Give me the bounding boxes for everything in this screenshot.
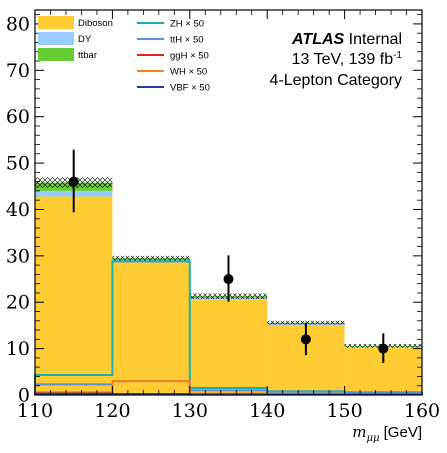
x-tick-label-2: 130 xyxy=(172,400,208,422)
plot-area xyxy=(34,149,423,396)
x-axis-label: mμμ [GeV] xyxy=(352,423,422,444)
axes: 110 120 130 140 150 160 0 10 20 30 40 50 60 70 80 mμμ [… xyxy=(6,9,440,444)
data-point-0 xyxy=(68,176,79,187)
x-tick-label-3: 140 xyxy=(249,400,285,422)
legend-label-zh: ZH × 50 xyxy=(170,19,204,30)
legend-label-ggh: ggH × 50 xyxy=(170,51,209,62)
data-point-3 xyxy=(378,343,389,354)
y-tick-label-8: 80 xyxy=(6,13,30,35)
x-tick-label-5: 160 xyxy=(404,400,440,422)
energy-lumi-label: 13 TeV, 139 fb-1 xyxy=(292,50,403,68)
x-tick-label-0: 110 xyxy=(17,400,53,422)
uncertainty-band-1 xyxy=(112,255,190,261)
y-tick-label-3: 30 xyxy=(6,245,30,267)
stack-bar-diboson-1 xyxy=(112,262,190,395)
plot-frame xyxy=(34,9,423,396)
x-tick-label-4: 150 xyxy=(326,400,362,422)
y-tick-label-0: 0 xyxy=(18,385,30,407)
legend-swatch-ttbar xyxy=(38,48,74,61)
legend-label-ttbar: ttbar xyxy=(78,50,97,61)
legend-label-wh: WH × 50 xyxy=(170,67,207,78)
data-point-2 xyxy=(300,334,311,345)
atlas-label: ATLAS Internal xyxy=(291,31,402,48)
category-label: 4-Lepton Category xyxy=(269,72,402,89)
data-point-1 xyxy=(223,274,234,285)
y-tick-label-5: 50 xyxy=(6,153,30,175)
y-tick-label-1: 10 xyxy=(6,338,30,360)
y-tick-label-2: 20 xyxy=(6,292,30,314)
legend-swatch-diboson xyxy=(38,16,74,29)
y-tick-label-6: 60 xyxy=(6,106,30,128)
legend: Diboson DY ttbar ZH × 50 ttH × 50 ggH × 50 WH … xyxy=(38,16,210,94)
legend-label-vbf: VBF × 50 xyxy=(170,83,210,94)
legend-label-tth: ttH × 50 xyxy=(170,35,204,46)
atlas-annotation: ATLAS Internal 13 TeV, 139 fb-1 4-Lepton C… xyxy=(269,31,402,89)
y-tick-label-4: 40 xyxy=(6,199,30,221)
legend-label-diboson: Diboson xyxy=(78,18,113,29)
x-tick-label-1: 120 xyxy=(94,400,130,422)
legend-label-dy: DY xyxy=(78,34,92,45)
y-tick-label-7: 70 xyxy=(6,60,30,82)
signal-step-tth xyxy=(34,380,423,395)
stack-bar-diboson-2 xyxy=(189,299,268,395)
stack-bar-diboson-0 xyxy=(35,196,113,395)
legend-swatch-dy xyxy=(38,32,74,45)
